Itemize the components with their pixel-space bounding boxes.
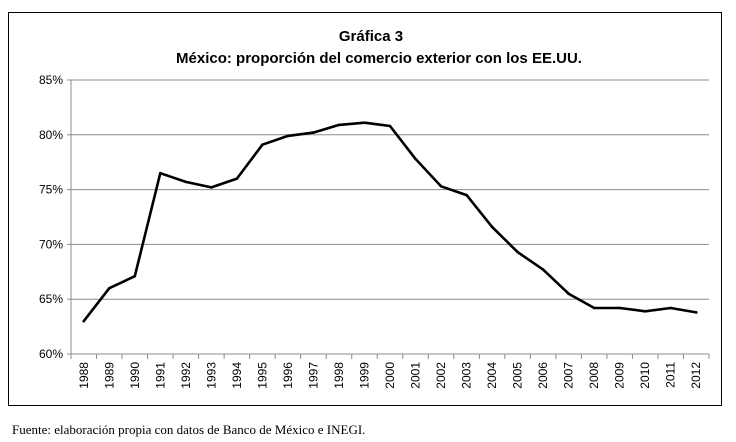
data-series: [82, 121, 697, 322]
data-point-2004: [491, 226, 494, 229]
axes: [71, 80, 709, 354]
data-point-1999: [363, 121, 366, 124]
y-axis-ticks: 60% 65% 70% 75% 80% 85%: [39, 73, 71, 361]
x-tick-label: 1998: [332, 362, 346, 389]
data-point-1994: [236, 177, 239, 180]
data-point-2009: [618, 307, 621, 310]
y-tick-label: 60%: [39, 347, 63, 361]
line-chart: Gráfica 3 México: proporción del comerci…: [9, 13, 721, 405]
x-tick-label: 2007: [562, 362, 576, 389]
x-tick-label: 1997: [306, 362, 320, 389]
x-tick-label: 1994: [230, 362, 244, 389]
chart-frame: Gráfica 3 México: proporción del comerci…: [8, 12, 722, 406]
data-point-1993: [210, 186, 213, 189]
x-tick-label: 1999: [357, 362, 371, 389]
x-tick-label: 1993: [204, 362, 218, 389]
data-point-2006: [542, 268, 545, 271]
x-tick-label: 1991: [153, 362, 167, 389]
data-point-2012: [695, 311, 698, 314]
data-point-2003: [465, 194, 468, 197]
data-point-2001: [414, 158, 417, 161]
data-point-2010: [644, 310, 647, 313]
y-tick-label: 85%: [39, 73, 63, 87]
data-point-1992: [185, 181, 188, 184]
data-point-1996: [287, 135, 290, 138]
data-point-1991: [159, 172, 162, 175]
data-point-2011: [669, 307, 672, 310]
x-tick-label: 2006: [536, 362, 550, 389]
y-tick-label: 70%: [39, 237, 63, 251]
data-point-2008: [593, 307, 596, 310]
data-point-2005: [516, 251, 519, 254]
x-tick-label: 2012: [689, 362, 703, 389]
chart-subtitle: México: proporción del comercio exterior…: [176, 50, 582, 67]
data-point-2002: [440, 185, 443, 188]
x-tick-label: 2011: [664, 362, 678, 388]
y-tick-label: 75%: [39, 183, 63, 197]
x-tick-label: 1996: [281, 362, 295, 389]
source-note: Fuente: elaboración propia con datos de …: [12, 422, 365, 438]
x-tick-label: 2002: [434, 362, 448, 389]
x-tick-label: 2000: [383, 362, 397, 389]
x-axis-ticks: 1988 1989 1990 1991 1992 1993 1994 1995 1996 1997…: [71, 354, 709, 389]
x-tick-label: 2003: [460, 362, 474, 389]
data-point-1998: [338, 124, 341, 127]
x-tick-label: 2001: [409, 362, 423, 389]
data-point-2007: [567, 292, 570, 295]
data-point-1988: [82, 320, 85, 323]
x-tick-label: 2005: [511, 362, 525, 389]
data-point-2000: [389, 125, 392, 128]
x-tick-label: 1989: [102, 362, 116, 389]
x-tick-label: 2010: [638, 362, 652, 389]
x-tick-label: 2008: [587, 362, 601, 389]
x-tick-label: 1995: [255, 362, 269, 389]
x-tick-label: 1988: [77, 362, 91, 389]
x-tick-label: 1990: [128, 362, 142, 389]
data-point-1997: [312, 131, 315, 134]
data-point-1990: [134, 275, 137, 278]
x-tick-label: 1992: [179, 362, 193, 389]
y-tick-label: 65%: [39, 292, 63, 306]
data-point-1995: [261, 143, 264, 146]
chart-title: Gráfica 3: [339, 28, 403, 45]
gridlines: [71, 80, 709, 299]
series-line-0: [84, 123, 696, 321]
x-tick-label: 2004: [485, 362, 499, 389]
y-tick-label: 80%: [39, 128, 63, 142]
x-tick-label: 2009: [613, 362, 627, 389]
data-point-1989: [108, 287, 111, 290]
